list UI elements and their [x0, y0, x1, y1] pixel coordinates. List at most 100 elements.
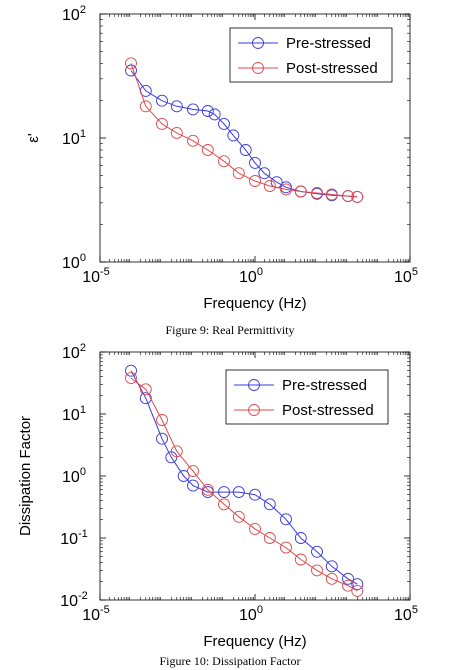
x-tick-base: 10 [394, 269, 412, 286]
x-tick-label: 10-5 [82, 604, 110, 624]
x-tick-exponent: 0 [257, 266, 263, 278]
dissipation-factor-chart: 10-5 100 105 10-2 10-1 100 101 102 Frequency (Hz… [0, 338, 460, 654]
data-point-post-stressed [325, 572, 338, 585]
y-tick-base: 10 [60, 531, 78, 548]
y-tick-base: 10 [62, 407, 80, 424]
x-tick-label: 10-5 [82, 266, 110, 286]
x-tick-exponent: 5 [412, 266, 418, 278]
data-point-post-stressed [125, 372, 137, 385]
data-point-pre-stressed [156, 94, 168, 107]
data-point-pre-stressed [177, 470, 190, 482]
data-point-pre-stressed [187, 103, 199, 116]
data-point-post-stressed [294, 185, 307, 198]
y-axis-label: ε' [25, 133, 42, 143]
data-point-post-stressed [351, 190, 364, 203]
data-point-pre-stressed [201, 105, 214, 117]
data-point-post-stressed [218, 498, 230, 511]
data-point-pre-stressed [187, 479, 199, 492]
data-point-post-stressed [249, 522, 261, 535]
x-tick-label: 105 [394, 266, 418, 286]
y-tick-base: 10 [62, 345, 80, 362]
data-point-post-stressed [280, 541, 292, 554]
data-point-pre-stressed [139, 392, 152, 405]
y-tick-exponent: 1 [80, 128, 86, 140]
x-tick-base: 10 [394, 607, 412, 624]
y-tick-exponent: 2 [80, 4, 86, 16]
data-point-pre-stressed [227, 129, 240, 142]
y-tick-exponent: 0 [80, 252, 86, 264]
series-line-post-stressed [130, 63, 358, 198]
data-point-post-stressed [187, 134, 199, 147]
data-point-pre-stressed [249, 156, 261, 169]
data-point-pre-stressed [351, 578, 364, 591]
data-point-pre-stressed [294, 532, 307, 544]
data-point-post-stressed [156, 117, 168, 130]
legend-label-pre-stressed: Pre-stressed [282, 377, 367, 394]
data-point-post-stressed [263, 532, 276, 544]
data-point-post-stressed [187, 465, 199, 478]
data-point-pre-stressed [125, 64, 137, 77]
data-point-post-stressed [139, 383, 152, 396]
data-point-post-stressed [311, 564, 323, 577]
y-tick-base: 10 [62, 131, 80, 148]
y-tick-label: 100 [62, 466, 86, 486]
y-tick-label: 101 [62, 404, 86, 424]
data-point-pre-stressed [156, 432, 168, 445]
data-point-post-stressed [351, 584, 364, 597]
data-point-post-stressed [232, 167, 245, 180]
series-line-pre-stressed [130, 70, 358, 198]
x-tick-base: 10 [239, 269, 257, 286]
x-tick-exponent: -5 [100, 266, 110, 278]
data-point-pre-stressed [218, 486, 230, 499]
legend-label-pre-stressed: Pre-stressed [286, 35, 371, 52]
data-point-pre-stressed [325, 560, 338, 573]
data-point-pre-stressed [249, 488, 261, 501]
data-point-post-stressed [218, 155, 230, 168]
x-tick-label: 100 [239, 604, 263, 624]
y-tick-label: 102 [62, 4, 86, 24]
y-tick-label: 10-1 [60, 528, 88, 548]
x-tick-label: 100 [239, 266, 263, 286]
y-tick-exponent: 0 [80, 466, 86, 478]
data-point-post-stressed [325, 188, 338, 201]
data-point-post-stressed [232, 510, 245, 523]
legend-swatch-marker [248, 379, 260, 391]
data-point-post-stressed [201, 483, 214, 496]
data-point-post-stressed [156, 414, 168, 426]
data-point-pre-stressed [280, 513, 292, 526]
y-tick-exponent: 2 [80, 342, 86, 354]
y-tick-exponent: -1 [78, 528, 88, 540]
x-tick-exponent: -5 [100, 604, 110, 616]
y-tick-exponent: -2 [78, 590, 88, 602]
data-point-pre-stressed [170, 100, 183, 113]
x-tick-base: 10 [82, 269, 100, 286]
data-point-post-stressed [139, 100, 152, 113]
data-point-post-stressed [342, 190, 354, 203]
y-axis-label: Dissipation Factor [17, 416, 34, 536]
data-point-pre-stressed [208, 108, 221, 121]
figure-9-caption: Figure 9: Real Permittivity [165, 323, 295, 337]
y-tick-label: 102 [62, 342, 86, 362]
y-tick-exponent: 1 [80, 404, 86, 416]
x-tick-exponent: 0 [257, 604, 263, 616]
y-tick-label: 100 [62, 252, 86, 272]
series-line-pre-stressed [130, 370, 358, 585]
data-point-post-stressed [342, 579, 354, 592]
data-point-post-stressed [170, 445, 183, 458]
y-tick-base: 10 [60, 593, 78, 610]
real-permittivity-chart: 10-5 100 105 100 101 102 Frequency (Hz) ε' Pre-s… [0, 0, 460, 320]
x-tick-base: 10 [239, 607, 257, 624]
y-tick-base: 10 [62, 255, 80, 272]
x-tick-label: 105 [394, 604, 418, 624]
data-point-post-stressed [294, 553, 307, 566]
data-point-pre-stressed [263, 498, 276, 511]
data-point-pre-stressed [218, 117, 230, 130]
y-tick-base: 10 [62, 469, 80, 486]
data-point-post-stressed [125, 57, 137, 70]
data-point-post-stressed [263, 180, 276, 192]
data-point-post-stressed [201, 144, 214, 156]
legend-swatch-marker [252, 37, 264, 49]
data-point-post-stressed [170, 126, 183, 139]
